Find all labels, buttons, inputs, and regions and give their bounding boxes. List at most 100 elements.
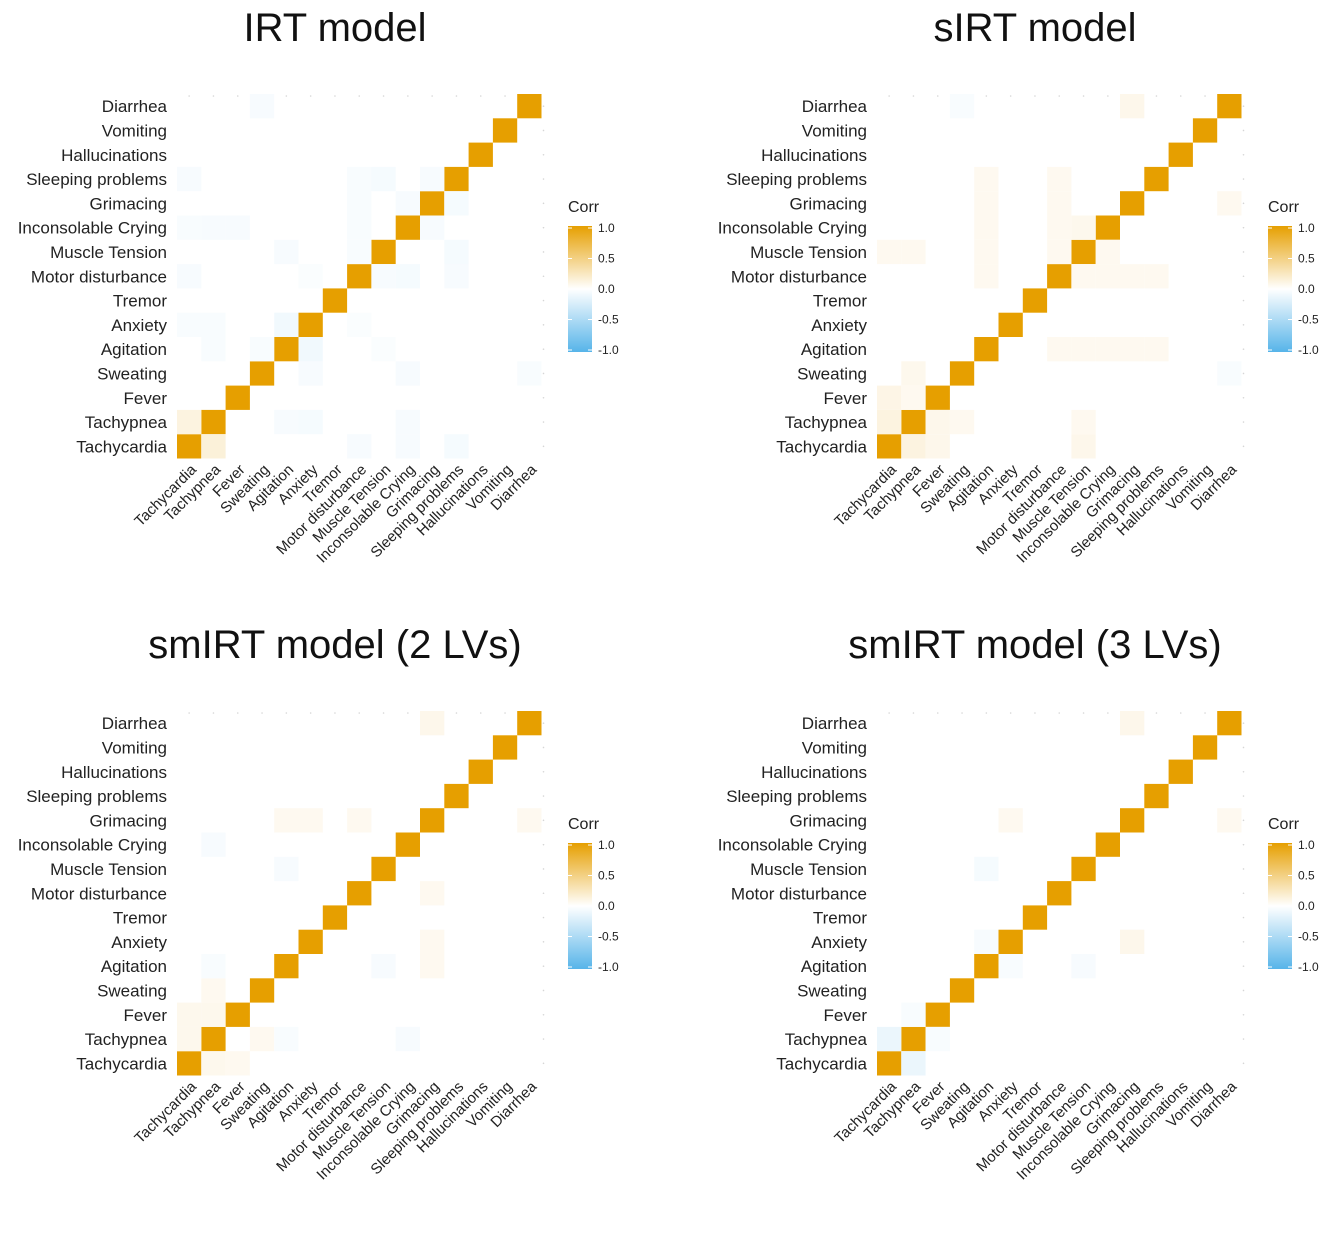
- y-tick-label: Diarrhea: [102, 97, 168, 116]
- grid-dot: [1058, 712, 1061, 714]
- grid-dot: [1009, 712, 1012, 714]
- heatmap-cell: [1217, 361, 1242, 386]
- y-tick-label: Hallucinations: [761, 763, 867, 782]
- grid-dot: [1034, 95, 1036, 97]
- diagonal-cell: [1144, 783, 1169, 809]
- y-tick-label: Tremor: [113, 292, 167, 311]
- grid-dot: [1242, 1038, 1245, 1040]
- diagonal-cell: [949, 361, 975, 386]
- y-tick-label: Sleeping problems: [726, 787, 867, 806]
- grid-dot: [542, 202, 545, 205]
- diagonal-cell: [1217, 94, 1242, 119]
- grid-dot: [309, 95, 312, 97]
- diagonal-cell: [925, 385, 950, 410]
- heatmap-cell: [298, 409, 323, 435]
- grid-dot: [1242, 275, 1245, 278]
- grid-dot: [542, 1038, 545, 1040]
- diagonal-cell: [517, 94, 542, 119]
- y-tick-label: Tremor: [813, 292, 867, 311]
- grid-dot: [1242, 105, 1245, 107]
- grid-dot: [1082, 95, 1085, 97]
- y-tick-label: Motor disturbance: [31, 884, 167, 903]
- heatmap-cell: [949, 409, 975, 435]
- y-tick-label: Tachycardia: [776, 437, 867, 456]
- y-tick-label: Grimacing: [90, 811, 167, 830]
- y-tick-label: Tachycardia: [776, 1054, 867, 1073]
- y-tick-label: Inconsolable Crying: [18, 836, 167, 855]
- y-tick-label: Muscle Tension: [50, 243, 167, 262]
- diagonal-cell: [249, 361, 275, 386]
- diagonal-cell: [1071, 239, 1096, 265]
- legend-tick-label: -1.0: [598, 343, 619, 357]
- grid-dot: [912, 712, 915, 714]
- diagonal-cell: [249, 978, 275, 1003]
- heatmap-cell: [274, 409, 299, 435]
- grid-dot: [542, 722, 545, 724]
- y-tick-label: Sleeping problems: [726, 170, 867, 189]
- grid-dot: [542, 251, 545, 253]
- grid-dot: [542, 153, 545, 156]
- grid-dot: [455, 712, 458, 714]
- grid-dot: [1242, 153, 1245, 156]
- y-tick-label: Sweating: [797, 981, 867, 1000]
- grid-dot: [542, 396, 545, 399]
- diagonal-cell: [1095, 832, 1120, 857]
- diagonal-cell: [1022, 905, 1048, 930]
- y-tick-label: Motor disturbance: [31, 267, 167, 286]
- grid-dot: [542, 226, 545, 229]
- grid-dot: [285, 712, 288, 714]
- diagonal-cell: [225, 1002, 250, 1027]
- diagonal-cell: [177, 1051, 202, 1076]
- y-tick-label: Anxiety: [111, 316, 167, 335]
- heatmap-cell: [420, 166, 445, 192]
- diagonal-cell: [1047, 264, 1072, 289]
- heatmap-cell: [249, 1026, 275, 1052]
- diagonal-cell: [1192, 735, 1218, 760]
- grid-dot: [358, 712, 361, 714]
- y-tick-label: Fever: [824, 389, 868, 408]
- grid-dot: [212, 712, 215, 714]
- heatmap-cell: [201, 215, 226, 240]
- heatmap-cell: [395, 191, 420, 216]
- panel-sirt: sIRT model Tachycardia Tachypnea Fever Swea…: [700, 0, 1340, 616]
- grid-dot: [1242, 178, 1245, 180]
- y-tick-label: Sleeping problems: [26, 170, 167, 189]
- diagonal-cell: [517, 711, 542, 736]
- grid-dot: [542, 965, 545, 967]
- panel-irt: IRT model Tachycardia Tachypnea Fever Sweat…: [0, 0, 670, 616]
- y-tick-label: Diarrhea: [802, 97, 868, 116]
- y-tick-label: Inconsolable Crying: [18, 219, 167, 238]
- grid-dot: [1242, 372, 1245, 375]
- grid-dot: [1082, 712, 1085, 714]
- heatmap-cell: [949, 94, 975, 119]
- heatmap-cell: [1120, 711, 1145, 736]
- heatmap-cell: [901, 1002, 926, 1027]
- grid-dot: [985, 95, 988, 97]
- heatmap-cell: [1095, 239, 1120, 265]
- diagonal-cell: [998, 929, 1023, 954]
- x-axis-labels: TachycardiaTachypneaFeverSweatingAgitati…: [831, 1078, 1240, 1184]
- grid-dot: [542, 843, 545, 846]
- y-tick-label: Fever: [124, 389, 168, 408]
- grid-dot: [542, 1062, 545, 1065]
- diagonal-cell: [225, 385, 250, 410]
- grid-dot: [1204, 712, 1206, 714]
- diagonal-cell: [1144, 166, 1169, 192]
- heatmap-cell: [1120, 264, 1145, 289]
- heatmap-cell: [395, 1026, 420, 1052]
- y-tick-label: Vomiting: [102, 738, 167, 757]
- heatmap-irt: Tachycardia Tachypnea Fever Sweating Agitati…: [18, 94, 619, 566]
- legend-tick-label: 1.0: [598, 221, 615, 235]
- grid-dot: [1204, 95, 1206, 97]
- legend: Corr 1.0 0.5 0.0 -0.5 -1.0: [568, 199, 619, 357]
- grid-dot: [1242, 746, 1245, 749]
- heatmap-cell: [974, 166, 999, 192]
- y-tick-label: Motor disturbance: [731, 267, 867, 286]
- y-axis-labels: Tachycardia Tachypnea Fever Sweating Agitati…: [718, 714, 868, 1073]
- heatmap-cell: [347, 239, 372, 265]
- heatmap-cell: [974, 929, 999, 954]
- grid-dot: [504, 95, 506, 97]
- heatmap-cell: [201, 954, 226, 979]
- grid-dot: [542, 868, 545, 870]
- grid-dot: [542, 275, 545, 278]
